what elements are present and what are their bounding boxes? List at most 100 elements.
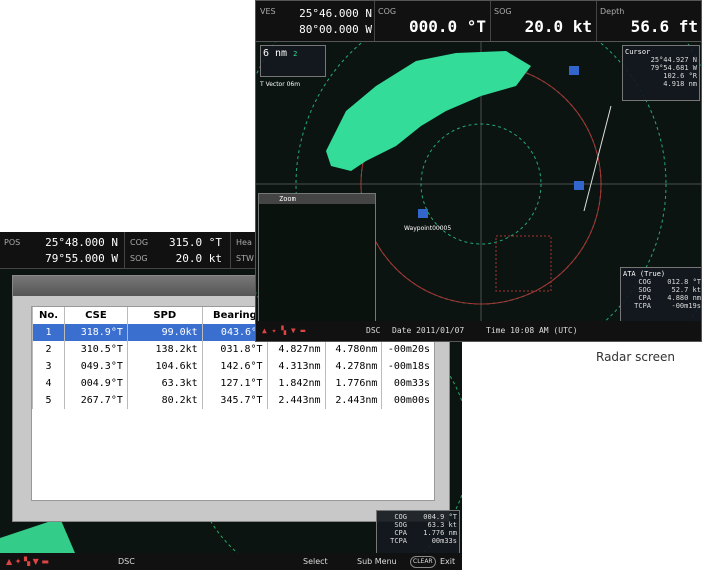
front-info-panel: COG004.9 °TSOG63.3 ktCPA1.776 nmTCPA00m3… xyxy=(376,510,460,556)
clear-key[interactable]: CLEAR xyxy=(410,556,436,568)
cell: 1 xyxy=(33,324,65,341)
info-value: 004.9 °T xyxy=(411,513,457,521)
info-value: -00m19s xyxy=(655,302,701,310)
back-bottom-bar: ▲ ✦ ▚ ▼ ▬ DSC Date 2011/01/07 Time 10:08… xyxy=(256,321,701,341)
icons: ▲ ✦ ▚ ▼ ▬ xyxy=(262,321,305,341)
stw-label: STW xyxy=(236,254,254,263)
cell: 63.3kt xyxy=(127,375,202,392)
cell: 80.2kt xyxy=(127,392,202,409)
cell: 345.7°T xyxy=(202,392,267,409)
cursor-title: Cursor xyxy=(625,48,697,56)
vector-label: T Vector 06m xyxy=(260,81,300,88)
exit-button[interactable]: Exit xyxy=(440,553,455,570)
cursor-line: 4.918 nm xyxy=(625,80,697,88)
depth-value: 56.6 ft xyxy=(600,17,698,36)
info-value: 1.776 nm xyxy=(411,529,457,537)
sog-label: SOG xyxy=(130,254,148,263)
info-label: SOG xyxy=(379,521,407,529)
sog-value: 20.0 kt xyxy=(496,17,592,36)
cog-label: COG xyxy=(130,238,148,247)
pos-lon: 79°55.000 W xyxy=(20,252,118,265)
cell: -00m20s xyxy=(382,341,434,358)
cell: -00m18s xyxy=(382,358,434,375)
cell: 3 xyxy=(33,358,65,375)
sub-menu-button[interactable]: Sub Menu xyxy=(357,553,397,570)
cell: 267.7°T xyxy=(64,392,127,409)
ata-title: ATA (True) xyxy=(623,270,701,278)
dsc-button[interactable]: DSC xyxy=(366,321,380,341)
cursor-line: 25°44.927 N xyxy=(625,56,697,64)
info-value: 63.3 kt xyxy=(411,521,457,529)
cell: 031.8°T xyxy=(202,341,267,358)
heading-label: Hea xyxy=(236,238,252,247)
date: Date 2011/01/07 xyxy=(392,321,464,341)
ata-panel: ATA (True) COG 012.8 °T SOG 52.7 kt CPA 4.880… xyxy=(620,267,702,325)
zoom-panel: Zoom xyxy=(258,193,376,323)
cell: 1.776nm xyxy=(325,375,382,392)
time: Time 10:08 AM (UTC) xyxy=(486,321,578,341)
ves-lon: 80°00.000 W xyxy=(276,23,372,36)
info-label: TCPA xyxy=(623,302,651,310)
info-value: 4.880 nm xyxy=(655,294,701,302)
cog-value: 315.0 °T xyxy=(150,236,222,249)
select-button[interactable]: Select xyxy=(303,553,328,570)
info-value: 012.8 °T xyxy=(655,278,701,286)
info-label: CPA xyxy=(623,294,651,302)
ves-label: VES xyxy=(260,7,276,16)
front-bottom-bar: ▲ ✦ ▚ ▼ ▬ DSC Select Sub Menu CLEAR Exit xyxy=(0,553,462,570)
cell: 049.3°T xyxy=(64,358,127,375)
cell: 4.827nm xyxy=(267,341,325,358)
column-header: No. xyxy=(33,307,65,324)
cell: 00m00s xyxy=(382,392,434,409)
cog-value: 000.0 °T xyxy=(386,17,486,36)
cell: 310.5°T xyxy=(64,341,127,358)
ves-lat: 25°46.000 N xyxy=(276,7,372,20)
cell: 318.9°T xyxy=(64,324,127,341)
cell: 00m33s xyxy=(382,375,434,392)
cell: 2.443nm xyxy=(325,392,382,409)
zoom-title: Zoom xyxy=(259,194,375,204)
info-row: SOG 63.3 kt xyxy=(379,521,457,529)
cell: 1.842nm xyxy=(267,375,325,392)
info-value: 00m33s xyxy=(411,537,457,545)
cell: 99.0kt xyxy=(127,324,202,341)
range-box[interactable]: 6 nm 2 xyxy=(260,45,326,77)
info-row: COG 012.8 °T xyxy=(623,278,701,286)
cell: 2.443nm xyxy=(267,392,325,409)
cursor-line: 102.6 °R xyxy=(625,72,697,80)
column-header: CSE xyxy=(64,307,127,324)
cursor-line: 79°54.681 W xyxy=(625,64,697,72)
cell: 4.278nm xyxy=(325,358,382,375)
sog-label: SOG xyxy=(494,7,512,16)
depth-label: Depth xyxy=(600,7,624,16)
pos-lat: 25°48.000 N xyxy=(20,236,118,249)
cog-label: COG xyxy=(378,7,396,16)
cell: 004.9°T xyxy=(64,375,127,392)
info-row: TCPA -00m19s xyxy=(623,302,701,310)
info-label: CPA xyxy=(379,529,407,537)
caption: Radar screen xyxy=(596,350,675,364)
cell: 4.313nm xyxy=(267,358,325,375)
info-row: CPA 1.776 nm xyxy=(379,529,457,537)
cell: 4.780nm xyxy=(325,341,382,358)
column-header: SPD xyxy=(127,307,202,324)
dsc-button[interactable]: DSC xyxy=(118,553,135,570)
cell: 5 xyxy=(33,392,65,409)
cell: 104.6kt xyxy=(127,358,202,375)
range-sub: 2 xyxy=(293,50,297,58)
cell: 127.1°T xyxy=(202,375,267,392)
pos-label: POS xyxy=(4,238,20,247)
info-label: SOG xyxy=(623,286,651,294)
info-row: TCPA 00m33s xyxy=(379,537,457,545)
info-value: 52.7 kt xyxy=(655,286,701,294)
cell: 4 xyxy=(33,375,65,392)
info-label: COG xyxy=(623,278,651,286)
sog-value: 20.0 kt xyxy=(150,252,222,265)
info-row: CPA 4.880 nm xyxy=(623,294,701,302)
info-label: TCPA xyxy=(379,537,407,545)
